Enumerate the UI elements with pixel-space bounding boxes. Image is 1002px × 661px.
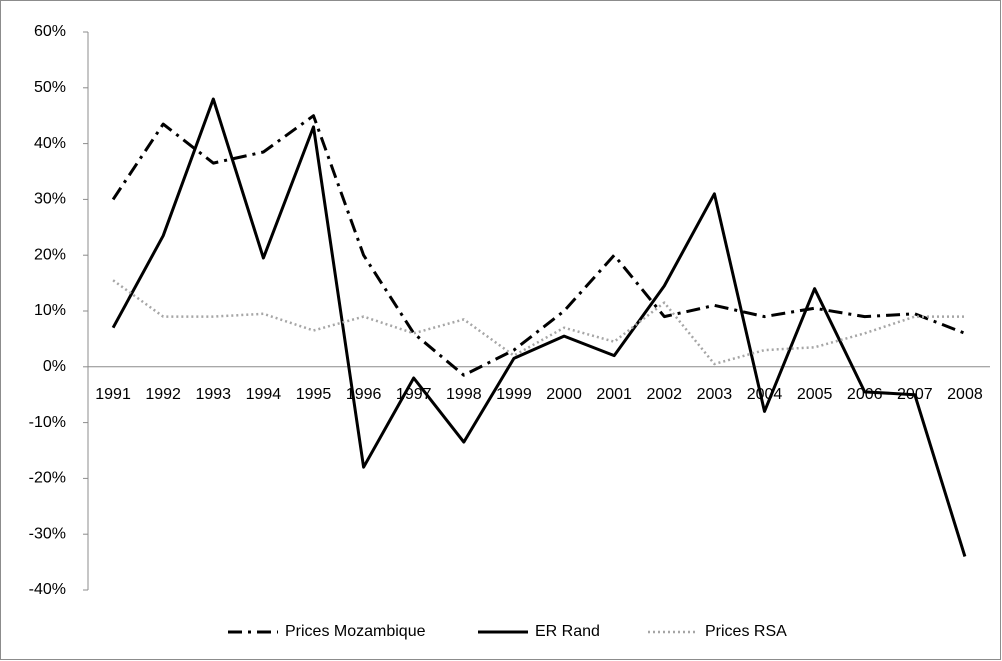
x-tick-label: 2006 <box>847 386 883 403</box>
series-line <box>112 279 965 366</box>
legend-label: Prices RSA <box>705 623 787 640</box>
y-tick-label: -40% <box>29 581 66 598</box>
series-line <box>111 114 966 377</box>
x-tick-label: 2002 <box>646 386 682 403</box>
x-tick-label: 1998 <box>446 386 482 403</box>
series-line <box>111 97 967 557</box>
x-tick-label: 2000 <box>546 386 582 403</box>
y-tick-label: 60% <box>34 23 66 40</box>
y-tick-label: 20% <box>34 246 66 263</box>
x-tick-label: 1994 <box>246 386 282 403</box>
y-tick-label: -10% <box>29 414 66 431</box>
x-tick-label: 2003 <box>697 386 733 403</box>
legend-label: ER Rand <box>535 623 600 640</box>
y-tick-label: 10% <box>34 302 66 319</box>
y-tick-label: 30% <box>34 191 66 208</box>
y-tick-label: 50% <box>34 79 66 96</box>
x-tick-label: 1999 <box>496 386 532 403</box>
y-tick-label: -30% <box>29 525 66 542</box>
x-tick-label: 1991 <box>95 386 131 403</box>
y-tick-label: 40% <box>34 135 66 152</box>
y-tick-label: -20% <box>29 470 66 487</box>
x-tick-label: 1993 <box>195 386 231 403</box>
legend-label: Prices Mozambique <box>285 623 426 640</box>
x-tick-label: 2001 <box>596 386 632 403</box>
x-tick-label: 2004 <box>747 386 783 403</box>
x-tick-label: 2008 <box>947 386 983 403</box>
x-tick-label: 2005 <box>797 386 833 403</box>
x-tick-label: 1992 <box>145 386 181 403</box>
y-tick-label: 0% <box>43 358 66 375</box>
x-tick-label: 1995 <box>296 386 332 403</box>
